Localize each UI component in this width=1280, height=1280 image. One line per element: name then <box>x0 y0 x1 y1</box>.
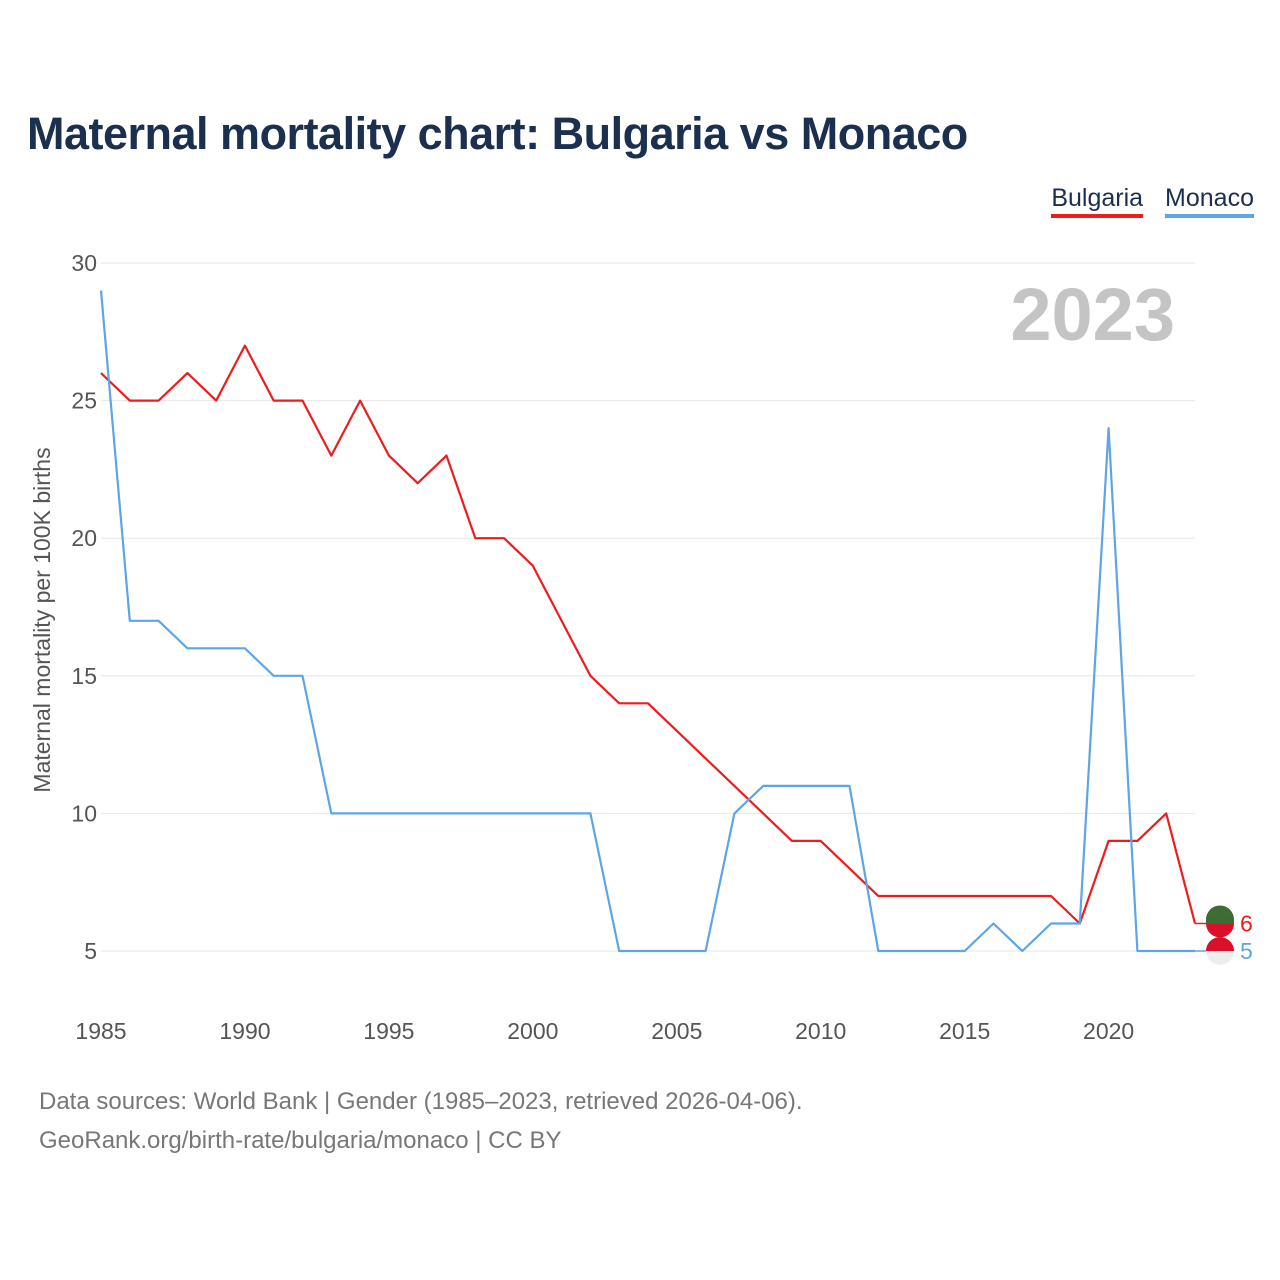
y-tick-label-15: 15 <box>71 663 97 689</box>
x-tick-label-2010: 2010 <box>795 1018 846 1044</box>
bulgaria-flag-icon <box>1206 905 1234 938</box>
x-axis-ticks: 1985 1990 1995 2000 2005 2010 2015 2020 <box>75 1018 1134 1044</box>
x-tick-label-2005: 2005 <box>651 1018 702 1044</box>
attribution-link[interactable]: GeoRank.org/birth-rate/bulgaria/monaco |… <box>39 1127 562 1154</box>
line-chart: 5 10 15 20 25 30 1985 1990 1995 2000 2005 2010 2015… <box>29 250 1253 1044</box>
bulgaria-end-value: 6 <box>1240 910 1253 936</box>
year-badge: 2023 <box>1010 273 1175 356</box>
x-tick-label-2015: 2015 <box>939 1018 990 1044</box>
x-tick-label-2020: 2020 <box>1083 1018 1134 1044</box>
legend: Bulgaria Monaco <box>1051 184 1254 218</box>
y-axis-label: Maternal mortality per 100K births <box>29 447 55 792</box>
monaco-flag-icon <box>1206 937 1234 965</box>
y-axis-ticks: 5 10 15 20 25 30 <box>71 250 97 964</box>
y-tick-label-20: 20 <box>71 525 97 551</box>
page-title: Maternal mortality chart: Bulgaria vs Mo… <box>27 108 968 159</box>
legend-item-bulgaria[interactable]: Bulgaria <box>1051 184 1144 218</box>
y-tick-label-10: 10 <box>71 800 97 826</box>
y-tick-label-30: 30 <box>71 250 97 276</box>
x-tick-label-1985: 1985 <box>75 1018 126 1044</box>
grid-lines <box>101 262 1195 952</box>
series-lines <box>99 290 1197 953</box>
y-tick-label-5: 5 <box>84 938 97 964</box>
y-tick-label-25: 25 <box>71 388 97 414</box>
x-tick-label-1990: 1990 <box>219 1018 270 1044</box>
end-markers: 65 <box>1195 905 1253 965</box>
monaco-end-value: 5 <box>1240 938 1253 964</box>
series-line-bulgaria[interactable] <box>100 344 1197 925</box>
series-line-monaco[interactable] <box>99 290 1195 953</box>
legend-item-monaco[interactable]: Monaco <box>1165 184 1254 218</box>
x-tick-label-1995: 1995 <box>363 1018 414 1044</box>
x-tick-label-2000: 2000 <box>507 1018 558 1044</box>
data-source-note: Data sources: World Bank | Gender (1985–… <box>39 1088 803 1115</box>
